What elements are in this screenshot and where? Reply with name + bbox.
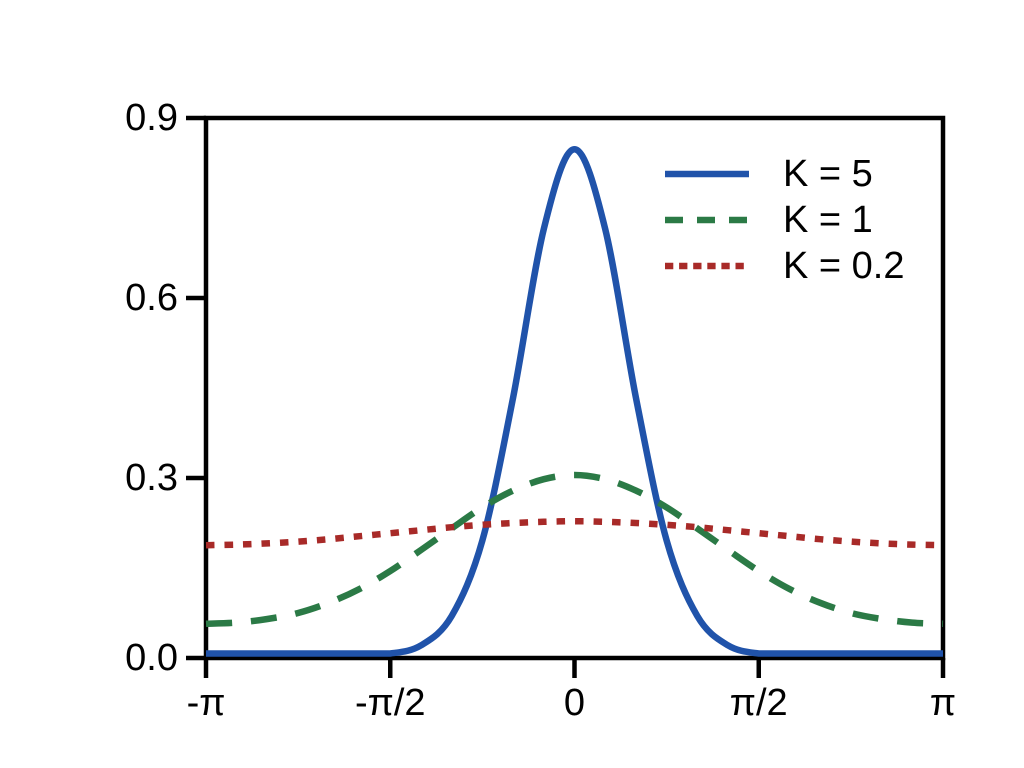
legend-entry-k-1: K = 1 bbox=[665, 201, 873, 239]
legend-line-k-5 bbox=[665, 170, 749, 178]
legend-entry-k-0.2: K = 0.2 bbox=[665, 247, 904, 285]
x-tick-label: 0 bbox=[563, 682, 586, 724]
x-tick-label: π/2 bbox=[729, 682, 788, 724]
axis-ticks-group bbox=[186, 115, 946, 678]
x-tick-label: π bbox=[929, 682, 957, 724]
x-tick-label: -π bbox=[186, 682, 226, 724]
y-tick-label: 0.9 bbox=[125, 97, 178, 139]
legend-line-k-1 bbox=[665, 216, 749, 224]
curve-k-0.2 bbox=[205, 517, 944, 549]
x-tick-label: -π/2 bbox=[354, 682, 426, 724]
legend-label: K = 1 bbox=[783, 199, 873, 241]
y-tick-label: 0.6 bbox=[125, 277, 178, 319]
curve-k-5 bbox=[206, 145, 943, 657]
curve-k-1 bbox=[205, 471, 944, 628]
series-curves-group bbox=[205, 145, 944, 657]
y-tick-label: 0.3 bbox=[125, 457, 178, 499]
legend-label: K = 5 bbox=[783, 153, 873, 195]
legend-entry-k-5: K = 5 bbox=[665, 155, 873, 193]
y-tick-label: 0.0 bbox=[125, 637, 178, 679]
legend-line-k-0.2 bbox=[665, 262, 749, 270]
legend-label: K = 0.2 bbox=[783, 245, 905, 287]
